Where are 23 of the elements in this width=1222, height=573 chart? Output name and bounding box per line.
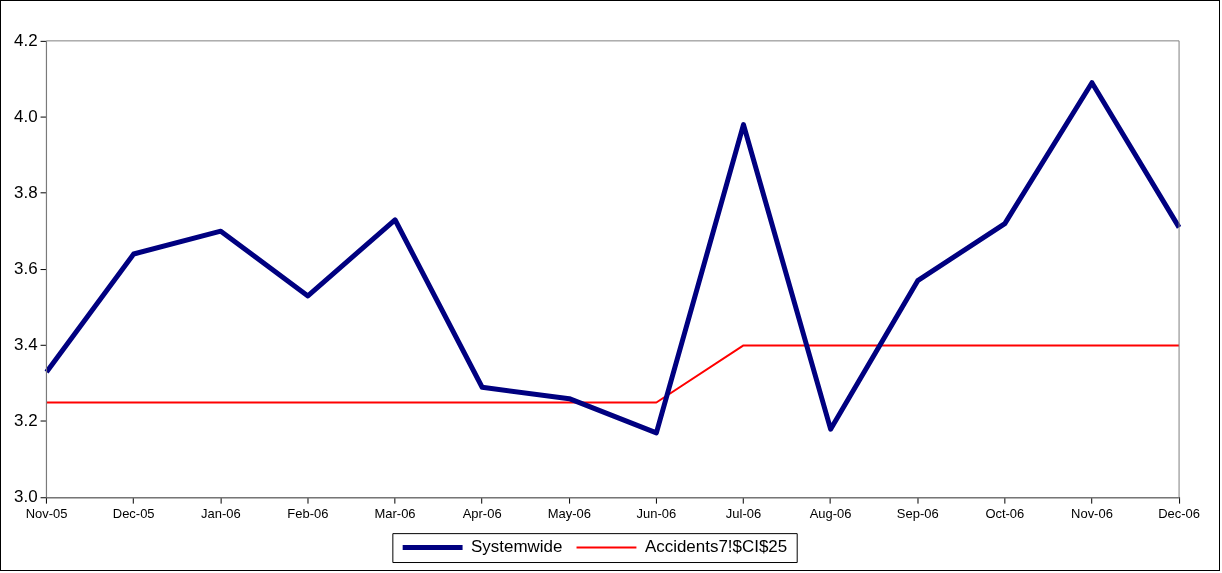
y-tick-label: 3.6 bbox=[14, 258, 38, 278]
y-tick-label: 4.0 bbox=[14, 106, 38, 126]
x-tick-label: Jul-06 bbox=[725, 505, 762, 521]
y-tick-label: 4.2 bbox=[14, 30, 38, 50]
x-tick-label: Feb-06 bbox=[287, 505, 329, 521]
x-tick-label: Oct-06 bbox=[985, 505, 1025, 521]
y-tick-label: 3.0 bbox=[14, 487, 38, 507]
x-tick-label: May-06 bbox=[547, 505, 591, 521]
x-tick-label: Dec-05 bbox=[112, 505, 155, 521]
x-tick-label: Nov-06 bbox=[1071, 505, 1113, 521]
x-tick-label: Nov-05 bbox=[25, 505, 68, 521]
x-tick-label: Sep-06 bbox=[896, 505, 939, 521]
x-tick-label: Jan-06 bbox=[200, 505, 241, 521]
x-tick-label: Dec-06 bbox=[1158, 505, 1200, 521]
legend-label: Accidents7!$CI$25 bbox=[644, 537, 788, 557]
x-tick-label: Jun-06 bbox=[636, 505, 677, 521]
y-tick-label: 3.4 bbox=[14, 335, 38, 355]
y-tick-label: 3.8 bbox=[14, 182, 38, 202]
y-tick-label: 3.2 bbox=[14, 411, 38, 431]
legend-label: Systemwide bbox=[471, 537, 563, 557]
x-tick-label: Apr-06 bbox=[462, 505, 502, 521]
x-tick-label: Aug-06 bbox=[809, 505, 852, 521]
x-tick-label: Mar-06 bbox=[374, 505, 416, 521]
